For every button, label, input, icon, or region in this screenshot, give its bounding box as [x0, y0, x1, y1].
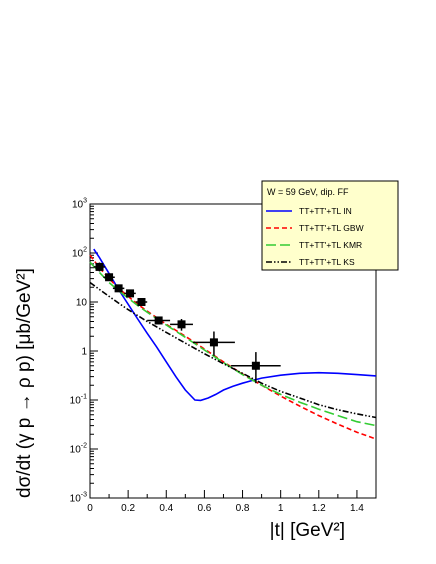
data-point — [135, 298, 148, 306]
data-point — [192, 331, 235, 356]
point-marker — [95, 262, 104, 271]
x-tick-labels: 0 0.2 0.4 0.6 0.8 1 1.2 1.4 — [87, 503, 364, 514]
y-tick-label: 1 — [81, 347, 87, 358]
data-point — [147, 316, 171, 325]
legend-label-0: TT+TT'+TL IN — [299, 206, 352, 216]
y-tick-label: 10 — [76, 298, 88, 309]
x-axis-label: |t| [GeV²] — [270, 520, 345, 541]
x-tick-label: 1 — [278, 503, 284, 514]
point-marker — [105, 273, 114, 282]
point-marker — [154, 316, 163, 325]
x-tick-label: 0.8 — [236, 503, 250, 514]
x-tick-label: 0.4 — [159, 503, 173, 514]
curve-1 — [89, 254, 377, 440]
x-tick-label: 1.2 — [312, 503, 326, 514]
x-tick-label: 0.2 — [121, 503, 135, 514]
model-curves — [89, 248, 377, 440]
legend-label-3: TT+TT'+TL KS — [299, 257, 355, 267]
point-marker — [114, 284, 123, 293]
data-point — [231, 352, 281, 384]
y-tick-label: 103 — [72, 198, 87, 211]
y-tick-label: 10-3 — [70, 492, 87, 505]
y-tick-label: 102 — [72, 247, 87, 260]
data-point — [124, 289, 136, 298]
y-axis-label: dσ/dt (γ p → ρ p) [μb/GeV²] — [14, 268, 35, 498]
point-marker — [251, 361, 260, 370]
legend-box — [261, 180, 399, 271]
legend: W = 59 GeV, dip. FF TT+TT'+TL IN TT+TT'+T… — [261, 180, 399, 271]
point-marker — [126, 289, 135, 298]
data-points — [93, 262, 281, 384]
legend-label-1: TT+TT'+TL GBW — [299, 223, 364, 233]
y-tick-label: 10-2 — [70, 443, 87, 456]
x-tick-label: 0 — [87, 503, 93, 514]
x-tick-label: 0.6 — [197, 503, 211, 514]
data-point — [103, 273, 115, 282]
y-tick-label: 10-1 — [70, 394, 87, 407]
curve-3 — [89, 281, 377, 419]
y-tick-labels: 10-3 10-2 10-1 1 10 102 103 — [70, 198, 88, 505]
x-tick-label: 1.4 — [350, 503, 364, 514]
axis-ticks — [89, 203, 377, 499]
legend-header: W = 59 GeV, dip. FF — [267, 187, 349, 197]
data-point — [112, 284, 125, 293]
data-point — [170, 318, 193, 331]
point-marker — [137, 298, 146, 306]
curve-2 — [89, 261, 377, 427]
point-marker — [177, 320, 186, 329]
curve-0 — [93, 248, 377, 402]
data-point — [93, 262, 106, 272]
point-marker — [209, 338, 218, 347]
legend-label-2: TT+TT'+TL KMR — [299, 240, 362, 250]
